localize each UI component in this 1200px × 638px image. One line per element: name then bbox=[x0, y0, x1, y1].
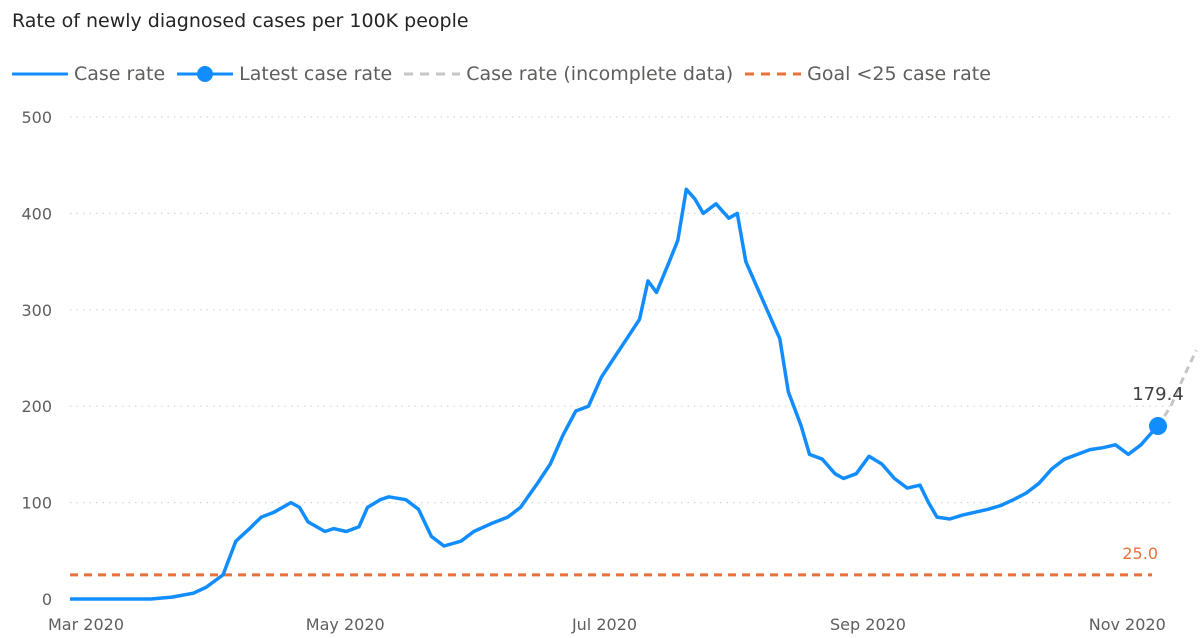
x-tick-label: Mar 2020 bbox=[48, 615, 124, 634]
legend-label-case-rate: Case rate bbox=[74, 63, 166, 85]
legend-item-goal[interactable]: Goal <25 case rate bbox=[745, 63, 991, 85]
legend-label-incomplete-data: Case rate (incomplete data) bbox=[466, 63, 734, 85]
y-tick-label: 500 bbox=[21, 108, 52, 127]
x-tick-label: May 2020 bbox=[306, 615, 385, 634]
case-rate-line bbox=[70, 187, 1160, 601]
x-tick-label: Jul 2020 bbox=[571, 615, 637, 634]
legend-item-incomplete-data[interactable]: Case rate (incomplete data) bbox=[404, 63, 733, 85]
chart-title: Rate of newly diagnosed cases per 100K p… bbox=[12, 10, 469, 32]
legend-item-latest-case-rate[interactable]: Latest case rate bbox=[177, 63, 392, 85]
incomplete-data-line bbox=[1156, 349, 1198, 427]
legend-label-goal: Goal <25 case rate bbox=[807, 63, 991, 85]
legend-line-icon bbox=[12, 72, 68, 76]
chart-legend: Case rate Latest case rate Case rate (in… bbox=[12, 60, 1003, 88]
x-tick-label: Nov 2020 bbox=[1089, 615, 1166, 634]
y-tick-label: 100 bbox=[21, 494, 52, 513]
goal-value-label: 25.0 bbox=[1122, 544, 1158, 563]
legend-marker-icon bbox=[177, 66, 234, 82]
x-tick-label: Sep 2020 bbox=[830, 615, 906, 634]
y-tick-label: 400 bbox=[21, 204, 52, 223]
latest-case-rate-marker bbox=[1149, 417, 1167, 436]
latest-case-rate-label: 179.4 bbox=[1132, 384, 1184, 405]
legend-item-case-rate[interactable]: Case rate bbox=[12, 63, 165, 85]
y-tick-label: 0 bbox=[42, 590, 52, 609]
y-tick-label: 300 bbox=[21, 301, 52, 320]
y-tick-label: 200 bbox=[21, 397, 52, 416]
legend-label-latest-case-rate: Latest case rate bbox=[239, 63, 393, 85]
